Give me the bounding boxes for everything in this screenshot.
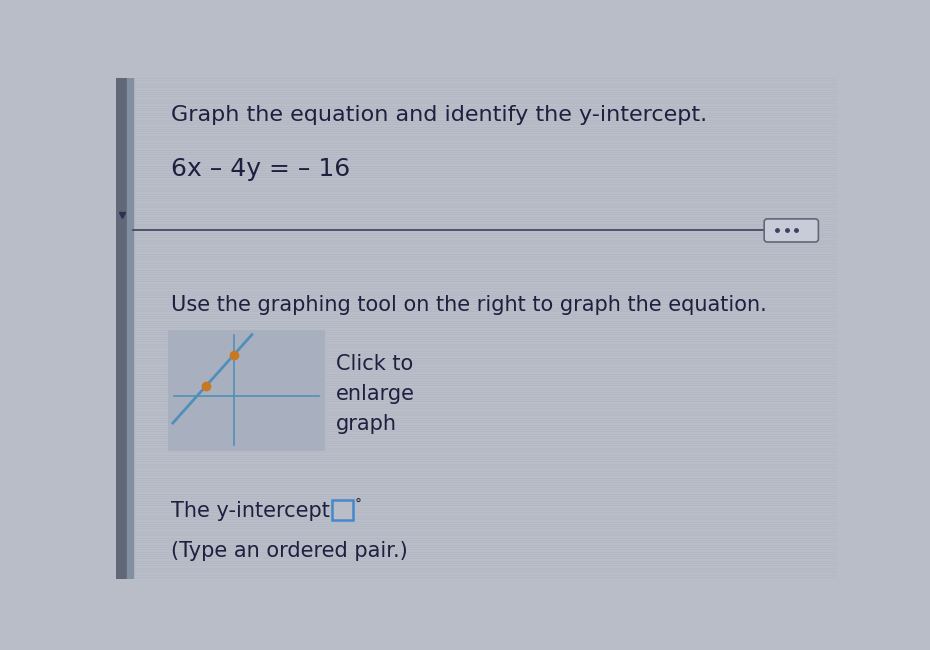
Text: (Type an ordered pair.): (Type an ordered pair.)	[170, 541, 407, 561]
Text: The y-intercept is: The y-intercept is	[170, 500, 352, 521]
FancyBboxPatch shape	[332, 500, 353, 520]
Text: °: °	[355, 498, 362, 512]
Bar	[116, 78, 127, 578]
Text: Use the graphing tool on the right to graph the equation.: Use the graphing tool on the right to gr…	[170, 295, 766, 315]
Text: 6x – 4y = – 16: 6x – 4y = – 16	[170, 157, 350, 181]
Text: Click to
enlarge
graph: Click to enlarge graph	[336, 354, 415, 434]
Bar	[127, 78, 133, 578]
FancyBboxPatch shape	[764, 219, 818, 242]
Text: Graph the equation and identify the y-intercept.: Graph the equation and identify the y-in…	[170, 105, 707, 125]
Bar	[169, 331, 324, 450]
